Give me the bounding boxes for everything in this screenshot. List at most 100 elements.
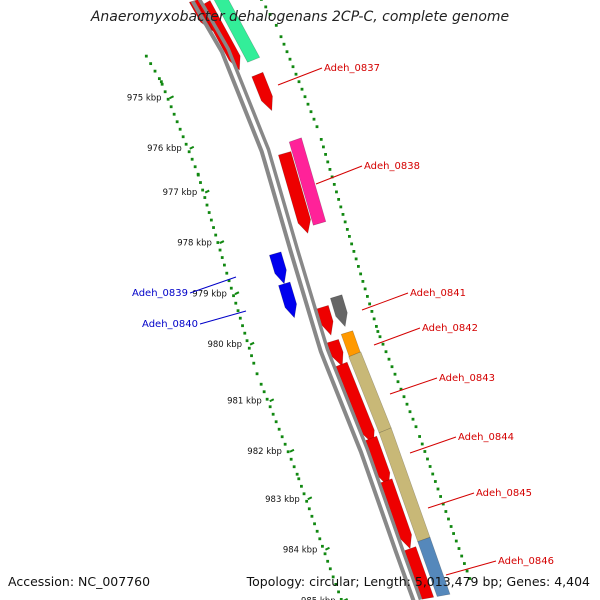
inner-tick-dot — [220, 256, 224, 259]
kbp-tick-mark — [189, 145, 195, 150]
outer-tick-dot — [376, 330, 380, 333]
inner-tick-dot — [222, 263, 226, 267]
outer-tick-dot — [408, 410, 412, 414]
outer-tick-dot — [279, 35, 283, 39]
kbp-tick-label: 981 kbp — [227, 397, 262, 407]
gene-feature — [251, 71, 273, 112]
gene-feature — [330, 294, 348, 328]
inner-tick-dot — [259, 382, 263, 386]
gene-label-adeh_0841[interactable]: Adeh_0841 — [410, 288, 466, 299]
kbp-tick-mark — [219, 240, 225, 244]
gene-label-adeh_0839[interactable]: Adeh_0839 — [132, 288, 188, 299]
kbp-tick-mark — [289, 448, 295, 453]
inner-tick-dot — [175, 120, 179, 124]
outer-tick-dot — [405, 402, 409, 406]
inner-tick-dot — [247, 346, 251, 350]
inner-tick-dot — [196, 173, 200, 177]
inner-tick-dot — [184, 142, 188, 146]
kbp-tick-label: 984 kbp — [283, 545, 318, 555]
inner-tick-dot — [178, 127, 182, 131]
gene-feature — [340, 330, 361, 357]
gene-label-adeh_0843[interactable]: Adeh_0843 — [439, 373, 495, 384]
inner-tick-dot — [241, 324, 244, 328]
backbone-inner-line — [190, 0, 416, 600]
outer-tick-dot — [339, 205, 343, 209]
outer-tick-dot — [324, 153, 327, 156]
outer-tick-dot — [309, 110, 313, 114]
outer-tick-dot — [337, 198, 341, 201]
outer-tick-dot — [396, 380, 400, 384]
gene-label-adeh_0844[interactable]: Adeh_0844 — [458, 432, 514, 443]
inner-tick-dot — [190, 157, 194, 161]
inner-tick-dot — [305, 499, 309, 503]
outer-tick-dot — [294, 72, 298, 76]
inner-tick-dot — [302, 492, 306, 496]
gene-label-adeh_0837[interactable]: Adeh_0837 — [324, 63, 380, 74]
outer-tick-dot — [306, 102, 310, 106]
outer-tick-dot — [341, 213, 345, 216]
gene-callout-line — [277, 67, 323, 86]
inner-tick-dot — [265, 397, 269, 401]
gene-label-adeh_0846[interactable]: Adeh_0846 — [498, 556, 554, 567]
inner-tick-dot — [144, 54, 148, 58]
inner-tick-dot — [292, 465, 296, 469]
outer-tick-dot — [315, 125, 319, 129]
gene-label-adeh_0845[interactable]: Adeh_0845 — [476, 488, 532, 499]
outer-tick-dot — [454, 539, 458, 543]
gene-label-adeh_0840[interactable]: Adeh_0840 — [142, 319, 198, 330]
inner-tick-dot — [313, 522, 316, 526]
inner-tick-dot — [236, 309, 240, 313]
inner-tick-dot — [187, 150, 191, 154]
inner-tick-dot — [295, 472, 299, 476]
inner-tick-dot — [214, 233, 218, 237]
gene-labels: Adeh_0837 Adeh_0838 Adeh_0841 Adeh_0842 Adeh… — [132, 63, 554, 576]
backbone-outer-line — [197, 0, 423, 600]
outer-tick-dot — [328, 168, 332, 171]
inner-tick-dot — [212, 226, 215, 229]
outer-tick-dot — [433, 480, 437, 483]
outer-tick-dot — [268, 13, 272, 16]
inner-tick-dot — [169, 105, 173, 109]
outer-tick-dot — [449, 525, 453, 528]
gene-feature — [213, 0, 261, 63]
inner-tick-dot — [225, 271, 229, 275]
kbp-tick-label: 980 kbp — [207, 340, 242, 350]
inner-tick-dot — [157, 77, 161, 81]
outer-tick-dot — [326, 160, 330, 164]
inner-tick-dot — [274, 420, 278, 424]
inner-tick-dot — [277, 427, 281, 431]
gene-callout-line — [315, 165, 363, 185]
outer-tick-dot — [387, 357, 391, 361]
inner-tick-dot — [238, 316, 242, 320]
inner-tick-dot — [159, 80, 163, 84]
outer-tick-dot — [345, 228, 349, 231]
outer-tick-dot — [390, 365, 394, 369]
outer-tick-dot — [264, 5, 268, 9]
outer-tick-dot — [468, 577, 472, 580]
inner-tick-dot — [252, 361, 256, 365]
gene-callout-line — [409, 436, 457, 454]
outer-tick-dot — [347, 235, 351, 238]
inner-tick-dot — [216, 241, 220, 244]
outer-tick-dot — [462, 562, 466, 565]
inner-tick-dot — [339, 597, 343, 600]
kbp-tick-mark — [169, 95, 174, 100]
inner-tick-dot — [289, 457, 293, 461]
gene-label-adeh_0842[interactable]: Adeh_0842 — [422, 323, 478, 334]
outer-tick-dot — [291, 65, 295, 69]
outer-tick-dot — [447, 517, 450, 521]
inner-tick-dot — [149, 62, 153, 66]
inner-tick-dot — [280, 435, 284, 439]
gene-callout-line — [389, 377, 438, 395]
gene-label-adeh_0838[interactable]: Adeh_0838 — [364, 161, 420, 172]
gene-callout-line — [189, 276, 237, 294]
outer-tick-dot — [384, 350, 388, 354]
kbp-tick-mark — [307, 496, 313, 501]
inner-tick-dot — [326, 559, 330, 563]
inner-tick-dot — [334, 582, 338, 586]
outer-tick-dot — [363, 287, 367, 291]
inner-tick-dot — [245, 339, 249, 343]
inner-tick-dot — [310, 514, 314, 518]
inner-tick-dot — [193, 165, 197, 169]
outer-tick-dot — [444, 510, 448, 513]
